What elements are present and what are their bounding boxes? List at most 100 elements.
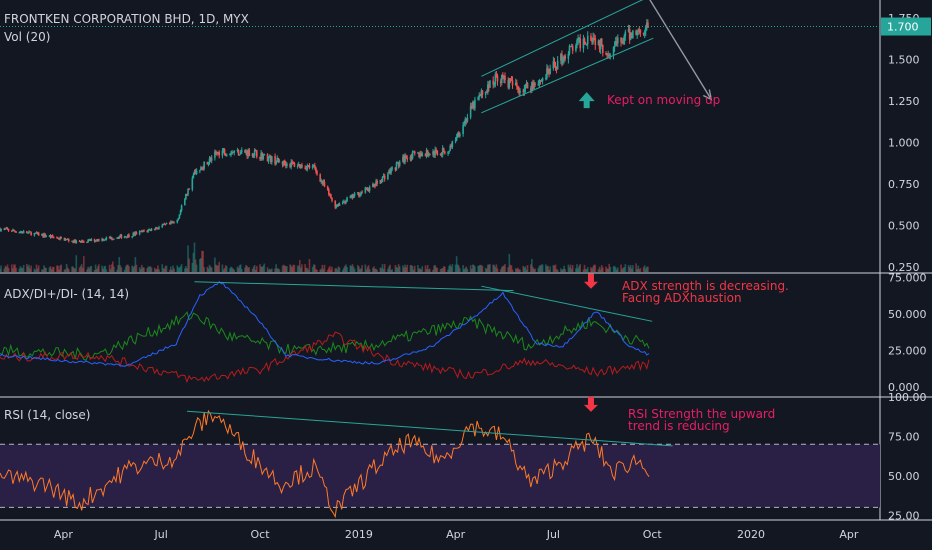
candle-body [72, 240, 74, 243]
volume-bar [83, 256, 85, 272]
volume-bar [156, 268, 158, 272]
candle-body [380, 180, 383, 183]
volume-bar [120, 267, 123, 272]
candle-body [635, 30, 637, 36]
candle-body [108, 237, 111, 239]
candle-body [206, 161, 209, 165]
volume-bar [335, 268, 338, 272]
volume-bar [455, 256, 458, 272]
last-price-badge [881, 17, 931, 36]
candle-body [101, 238, 103, 241]
volume-bar [274, 268, 276, 272]
candle-body [514, 82, 517, 86]
volume-bar [578, 265, 580, 272]
volume-bar [206, 266, 209, 272]
candle-body [150, 228, 153, 231]
adx-label: ADX/DI+/DI- (14, 14) [4, 287, 130, 301]
volume-bar [67, 269, 70, 272]
volume-bar [504, 264, 506, 272]
candle-body [583, 38, 586, 43]
candle-body [644, 27, 647, 32]
volume-bar [56, 265, 58, 272]
volume-bar [251, 268, 254, 272]
candle-body [495, 74, 498, 76]
candle-body [93, 239, 96, 242]
candle-body [639, 29, 642, 33]
candle-body [199, 170, 201, 172]
volume-bar [168, 269, 171, 272]
candle-body [549, 68, 551, 75]
candle-body [406, 158, 409, 160]
candle-body [312, 165, 315, 167]
volume-bar [252, 266, 255, 272]
candle-body [646, 22, 648, 28]
volume-bar [162, 268, 165, 272]
price-tick-label: 0.750 [888, 178, 920, 191]
volume-bar [594, 264, 597, 272]
candle-body [465, 119, 468, 122]
volume-bar [563, 265, 565, 272]
candle-body [37, 232, 40, 236]
candle-body [471, 102, 474, 108]
volume-bar [225, 266, 228, 272]
candle-body [51, 235, 54, 237]
candle-body [158, 227, 160, 229]
candle-body [488, 84, 490, 88]
price-tick-label: 1.000 [888, 137, 920, 150]
volume-bar [201, 250, 203, 272]
volume-bar [112, 261, 114, 272]
candle-body [375, 181, 377, 187]
volume-bar [396, 267, 399, 272]
volume-bar [434, 264, 436, 272]
volume-bar [14, 264, 16, 272]
candle-body [601, 44, 604, 54]
candle-body [316, 171, 318, 175]
candle-body [71, 240, 73, 242]
volume-bar [148, 266, 151, 272]
candle-body [300, 164, 302, 168]
candle-body [83, 241, 85, 243]
di-minus-line [0, 331, 650, 384]
volume-bar [607, 268, 609, 272]
candle-body [539, 80, 542, 82]
volume-bar [330, 269, 332, 272]
candle-body [87, 239, 89, 243]
volume-bar [21, 268, 24, 272]
volume-bar [171, 269, 173, 272]
volume-bar [555, 269, 558, 272]
volume-bar [630, 268, 633, 272]
volume-bar [260, 266, 262, 272]
volume-bar [404, 264, 406, 272]
candle-body [231, 152, 233, 154]
volume-bar [293, 264, 296, 272]
volume-bar [178, 267, 181, 272]
candle-body [290, 161, 292, 167]
volume-bar [613, 265, 616, 272]
candle-body [421, 153, 424, 157]
candle-body [500, 74, 503, 84]
candle-body [65, 239, 68, 241]
adx-tick-label: 75.000 [888, 271, 927, 284]
candle-body [647, 22, 649, 28]
rsi-tick-label: 75.00 [888, 430, 920, 443]
volume-bar [591, 268, 593, 272]
volume-bar [217, 265, 219, 272]
candle-body [326, 186, 329, 190]
candle-body [269, 155, 272, 163]
candle-body [260, 152, 262, 159]
candle-body [425, 150, 428, 157]
volume-bar [18, 268, 21, 272]
volume-bar [184, 268, 186, 272]
volume-bar [579, 264, 582, 272]
candle-body [418, 152, 420, 158]
volume-bar [510, 265, 513, 272]
candle-body [278, 161, 281, 163]
candle-body [171, 221, 173, 223]
candle-body [102, 238, 104, 241]
candle-body [34, 232, 37, 234]
volume-bar [254, 269, 257, 272]
candle-body [27, 232, 29, 234]
volume-bar [480, 264, 483, 272]
candle-body [59, 237, 61, 240]
price-tick-label: 0.500 [888, 220, 920, 233]
